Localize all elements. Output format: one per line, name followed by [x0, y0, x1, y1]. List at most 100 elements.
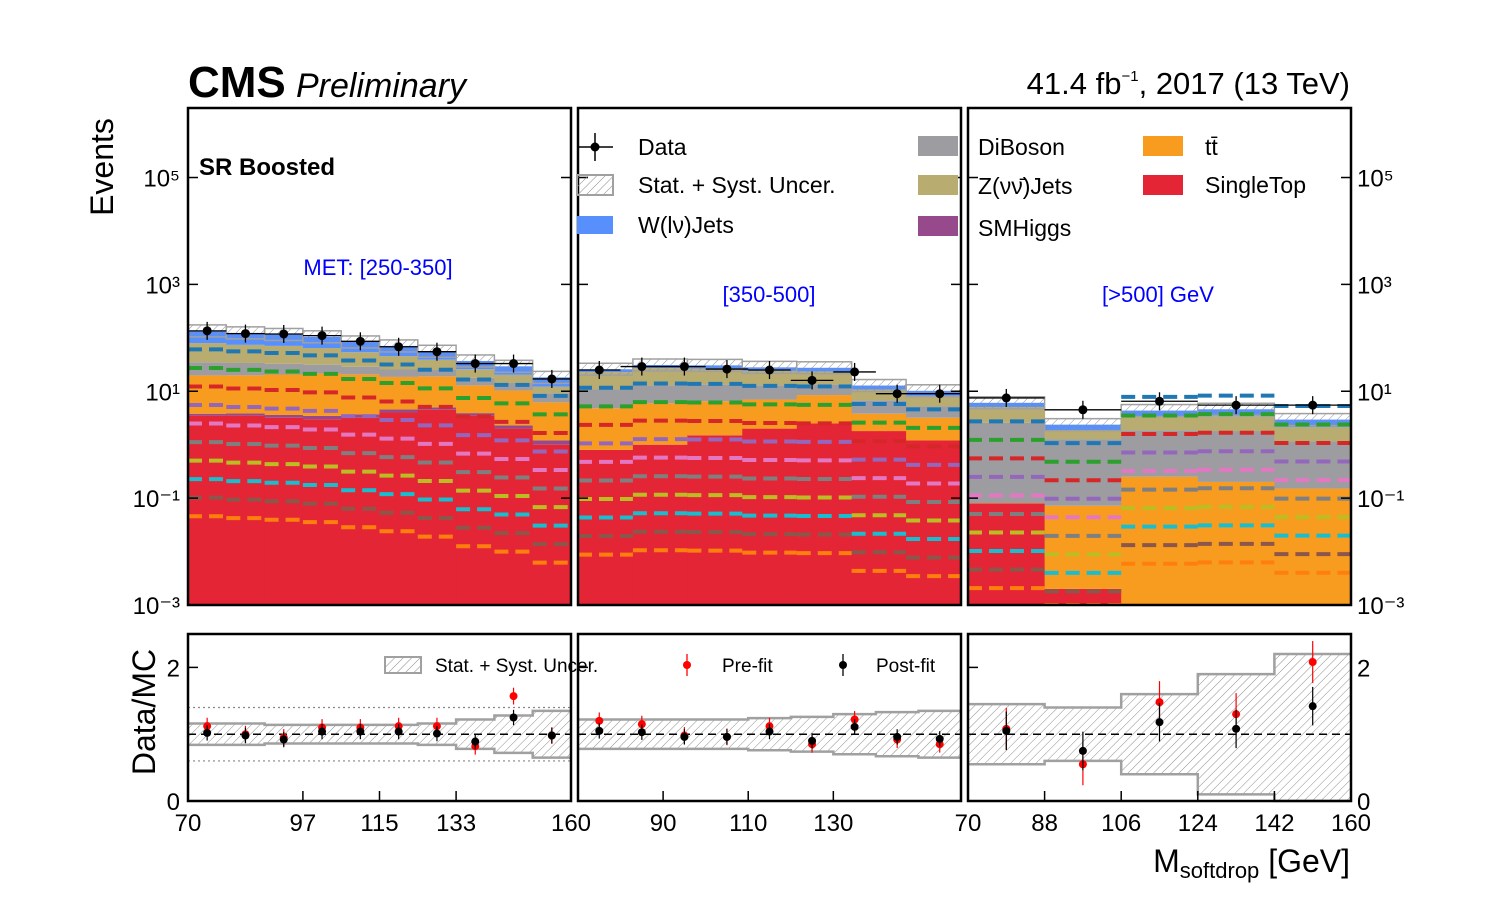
data-point [850, 367, 860, 377]
stack-bar-singletop [188, 415, 227, 605]
met-label-2: [350-500] [723, 282, 816, 307]
stack-bar-ttbar [494, 390, 534, 426]
ratio-plot [188, 641, 1352, 803]
y-tick-label-right: 10³ [1357, 272, 1392, 299]
ratio-y-tick-label-right: 2 [1357, 655, 1370, 682]
y-tick-label-left: 10⁻¹ [133, 486, 180, 513]
prefit-point [1308, 658, 1317, 667]
y-tick-label-left: 10⁵ [143, 166, 180, 193]
x-tick-label: 70 [955, 810, 982, 837]
y-tick-label-left: 10³ [145, 272, 180, 299]
data-point [279, 329, 289, 339]
postfit-point [356, 727, 365, 736]
data-point [1001, 393, 1011, 403]
panel-2-stack [578, 358, 961, 605]
y-tick-label-left: 10⁻³ [133, 593, 180, 620]
stack-bar-smhiggs [494, 425, 534, 429]
axes: 70 97 115 133 160 90 110 130 70 88 106 124 142 160 10⁵… [133, 106, 1404, 837]
data-point [355, 336, 365, 346]
stack-bar-zjets [532, 386, 571, 394]
legend-singletop: SingleTop [1205, 172, 1306, 198]
stack-bar-zjets [1121, 416, 1199, 431]
data-point [547, 374, 557, 384]
stack-bar-singletop [341, 417, 380, 605]
stack-bar-zjets [417, 359, 457, 370]
ratio-panel-3 [968, 641, 1352, 803]
stack-bar-zjets [188, 343, 227, 363]
stack-bar-diboson [226, 362, 266, 376]
stack-bar-zjets [578, 372, 634, 390]
stack-bar-ttbar [1044, 505, 1122, 589]
stack-bar-ttbar [796, 395, 853, 424]
x-tick-label: 88 [1031, 810, 1058, 837]
stack-bar-diboson [341, 366, 380, 375]
legend-ttbar-swatch [1143, 136, 1183, 156]
postfit-point [595, 726, 604, 735]
data-point [470, 359, 480, 369]
panel-1-stack [188, 324, 571, 605]
data-point [935, 389, 945, 399]
stack-bar-diboson [632, 385, 688, 404]
stack-bar-smhiggs [379, 409, 419, 413]
ratio-legend-prefit: Pre-fit [722, 656, 773, 677]
stack-bar-zjets [1274, 426, 1351, 442]
prefit-point [637, 720, 646, 729]
data-point [637, 362, 647, 372]
stack-bar-ttbar [417, 376, 457, 408]
stack-bar-singletop [226, 415, 266, 605]
data-point [1231, 400, 1241, 410]
x-tick-label: 133 [436, 810, 476, 837]
stack-bar-zjets [1197, 416, 1275, 432]
data-point [509, 359, 519, 369]
legend-zjets-swatch [918, 175, 958, 195]
stack-bar-singletop [379, 412, 419, 605]
main-frame-2 [576, 106, 963, 607]
stack-bar-diboson [968, 422, 1046, 504]
stack-bar-diboson [188, 362, 227, 376]
x-tick-label: 160 [551, 810, 591, 837]
prefit-point [1155, 698, 1164, 707]
stack-bar-diboson [494, 382, 534, 391]
uncertainty-hatch [578, 362, 634, 377]
stack-bar-zjets [226, 344, 266, 363]
ratio-legend-prefit-marker [683, 654, 691, 676]
stack-bar-diboson [906, 406, 961, 418]
legend-smhiggs: SMHiggs [978, 215, 1071, 241]
prefit-point [595, 716, 604, 725]
stack-bar-diboson [1044, 439, 1122, 506]
data-point [317, 331, 327, 341]
x-tick-label: 115 [360, 810, 398, 837]
x-tick-label: 160 [1331, 810, 1371, 837]
data-point [202, 326, 212, 336]
ratio-y-tick-label-right: 0 [1357, 789, 1370, 816]
stack-bar-singletop [417, 409, 457, 605]
ratio-legend-postfit: Post-fit [876, 656, 936, 677]
x-tick-label: 90 [650, 810, 677, 837]
data-point [807, 375, 817, 385]
legend-wjets-swatch [577, 216, 613, 234]
stack-bar-diboson [379, 369, 419, 377]
stack-bar-diboson [687, 384, 743, 402]
stack-bar-ttbar [188, 375, 227, 414]
data-point [594, 365, 604, 375]
postfit-point [1002, 726, 1011, 735]
stack-bar-diboson [264, 363, 304, 375]
postfit-point [471, 737, 480, 746]
postfit-point [509, 713, 518, 722]
x-tick-label: 97 [290, 810, 317, 837]
legend-zjets: Z(νν̄)Jets [978, 173, 1073, 199]
y-tick-label-right: 10⁻³ [1357, 593, 1404, 620]
legend-singletop-swatch [1143, 175, 1183, 195]
stack-bar-zjets [851, 389, 907, 401]
postfit-point [722, 732, 731, 741]
data-point [432, 347, 442, 357]
stack-bar-singletop [302, 419, 342, 605]
stack-bar-zjets [341, 352, 380, 367]
ratio-frame-2 [576, 632, 963, 803]
legend: Data Stat. + Syst. Uncer. W(lν)Jets DiBo… [576, 133, 1306, 241]
stack-bar-diboson [532, 393, 571, 403]
ratio-legend-unc-swatch [384, 656, 422, 674]
data-point [892, 389, 902, 399]
y-tick-label-right: 10¹ [1357, 379, 1392, 406]
